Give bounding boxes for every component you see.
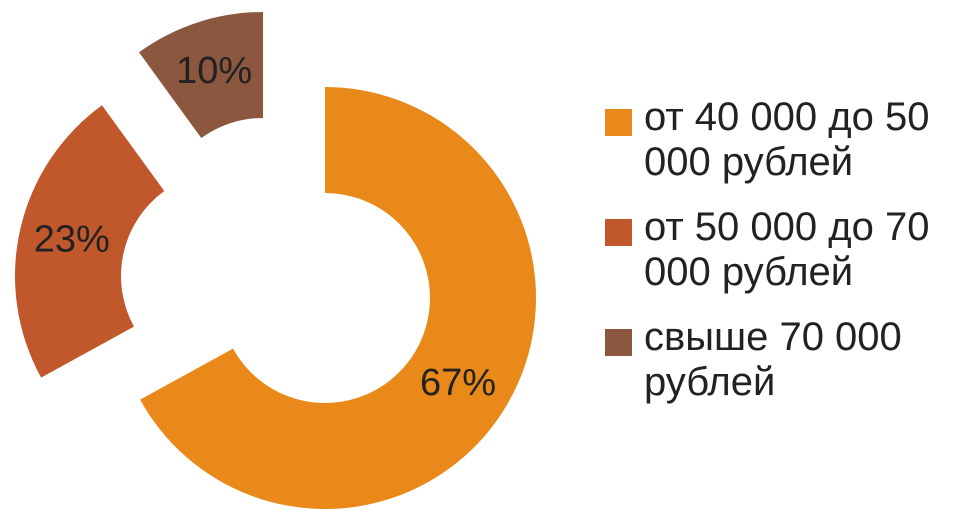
legend-label: от 40 000 до 50 000 рублей [644, 95, 930, 184]
donut-slice [14, 105, 165, 378]
legend: от 40 000 до 50 000 рублей от 50 000 до 7… [605, 95, 971, 425]
legend-item: от 50 000 до 70 000 рублей [605, 205, 971, 295]
data-label: 67% [420, 362, 496, 404]
legend-item: от 40 000 до 50 000 рублей [605, 95, 971, 185]
legend-swatch [605, 109, 632, 136]
legend-label: от 50 000 до 70 000 рублей [644, 205, 930, 294]
legend-swatch [605, 329, 632, 356]
legend-label: свыше 70 000 рублей [644, 315, 902, 404]
legend-swatch [605, 219, 632, 246]
donut-slice [138, 12, 263, 139]
legend-item: свыше 70 000 рублей [605, 315, 971, 405]
data-label: 23% [34, 219, 110, 261]
donut-slice [140, 87, 536, 509]
data-label: 10% [176, 50, 252, 92]
